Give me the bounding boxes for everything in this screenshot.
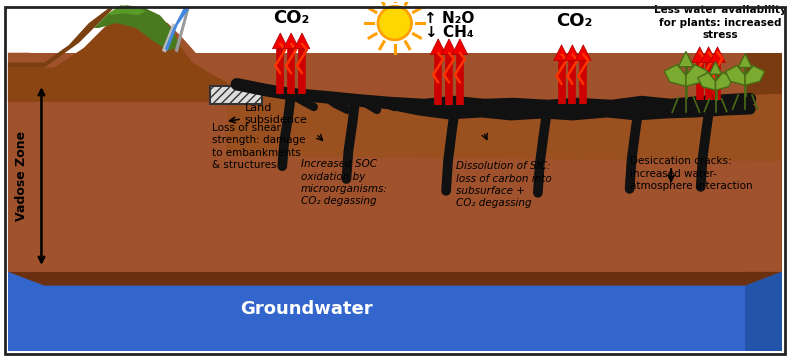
Polygon shape xyxy=(745,268,782,351)
Text: Loss of shear
strength: damage
to embankments
& structures: Loss of shear strength: damage to embank… xyxy=(212,123,306,170)
Polygon shape xyxy=(8,268,782,351)
Bar xyxy=(210,86,262,104)
Text: CO₂: CO₂ xyxy=(556,12,593,30)
Text: CO₂: CO₂ xyxy=(273,9,310,27)
Polygon shape xyxy=(692,47,708,62)
Polygon shape xyxy=(283,33,299,49)
Polygon shape xyxy=(430,39,446,55)
Polygon shape xyxy=(664,65,686,86)
Polygon shape xyxy=(227,81,782,161)
Polygon shape xyxy=(109,5,146,15)
Polygon shape xyxy=(565,45,580,61)
Polygon shape xyxy=(8,8,227,102)
Polygon shape xyxy=(698,73,715,90)
Polygon shape xyxy=(701,47,717,62)
Polygon shape xyxy=(710,62,722,74)
Text: Desiccation cracks:
increased water-
atmosphere interaction: Desiccation cracks: increased water- atm… xyxy=(630,156,752,191)
Polygon shape xyxy=(165,8,190,51)
Text: Groundwater: Groundwater xyxy=(240,300,372,318)
Polygon shape xyxy=(710,47,726,62)
Text: Less water availability
for plants: increased
stress: Less water availability for plants: incr… xyxy=(654,5,787,40)
Polygon shape xyxy=(94,5,181,51)
Polygon shape xyxy=(8,8,114,68)
Polygon shape xyxy=(678,52,694,67)
Text: ↓ CH₄: ↓ CH₄ xyxy=(425,26,474,40)
Polygon shape xyxy=(686,65,708,86)
Polygon shape xyxy=(294,33,310,49)
Text: Vadose Zone: Vadose Zone xyxy=(15,131,28,221)
Polygon shape xyxy=(8,18,782,272)
Polygon shape xyxy=(738,54,752,68)
Text: Land
subsidence: Land subsidence xyxy=(245,103,308,125)
Polygon shape xyxy=(272,33,288,49)
Polygon shape xyxy=(745,53,782,272)
Circle shape xyxy=(378,6,411,40)
Polygon shape xyxy=(441,39,457,55)
Polygon shape xyxy=(715,73,734,90)
Polygon shape xyxy=(0,3,790,358)
Polygon shape xyxy=(575,45,591,61)
Polygon shape xyxy=(174,8,190,53)
Text: Dissolution of SIC:
loss of carbon into
subsurface +
CO₂ degassing: Dissolution of SIC: loss of carbon into … xyxy=(456,161,552,208)
Polygon shape xyxy=(452,39,468,55)
Text: Increased SOC
oxidation by
microorganisms:
CO₂ degassing: Increased SOC oxidation by microorganism… xyxy=(301,159,388,206)
Polygon shape xyxy=(8,53,782,272)
Text: ↑ N₂O: ↑ N₂O xyxy=(424,11,474,26)
Polygon shape xyxy=(554,45,570,61)
Polygon shape xyxy=(162,23,176,53)
Polygon shape xyxy=(8,272,782,286)
Polygon shape xyxy=(8,272,782,286)
Polygon shape xyxy=(726,66,745,85)
Polygon shape xyxy=(745,66,765,85)
